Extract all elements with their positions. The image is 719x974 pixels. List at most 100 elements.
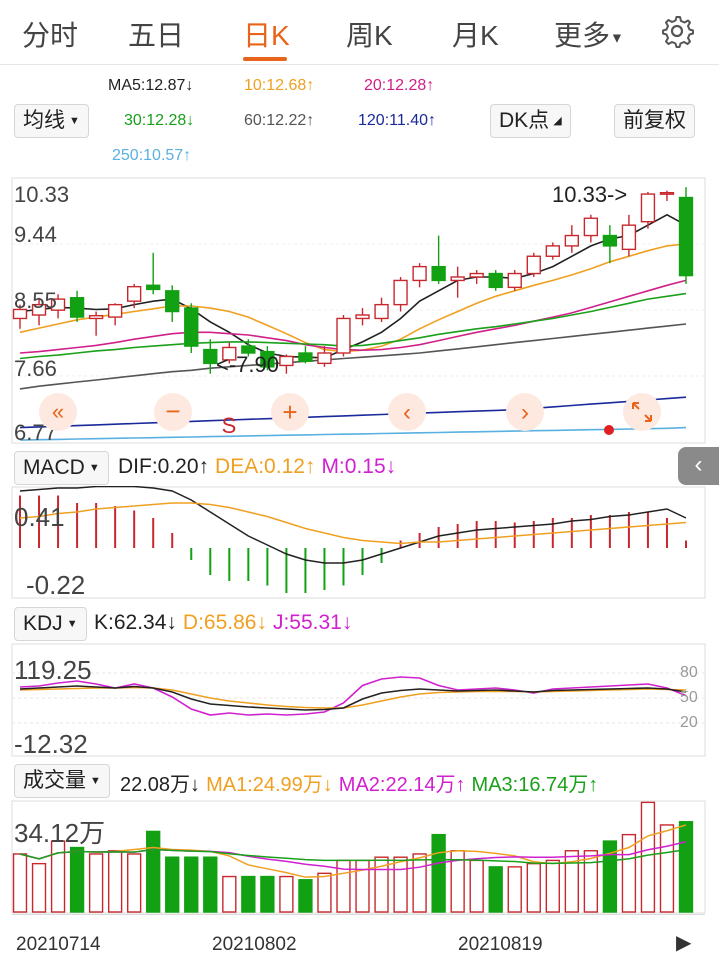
corner-triangle-icon: ◢ xyxy=(553,115,562,128)
side-panel-toggle[interactable]: ‹ xyxy=(678,447,719,485)
candlestick-chart[interactable]: 10.33 9.44 8.55 7.66 6.77 10.33-> <-7.90… xyxy=(0,174,719,446)
volume-bar xyxy=(640,801,656,913)
ma120-value: 120:11.40↑ xyxy=(358,112,436,129)
caret-down-icon: ▼ xyxy=(66,618,78,631)
scroll-right-button[interactable] xyxy=(506,393,544,431)
candle-body xyxy=(317,352,332,365)
volume-bar xyxy=(507,866,522,913)
candle-body xyxy=(450,276,465,282)
macd-axis-bottom: -0.22 xyxy=(26,570,85,600)
volume-bar xyxy=(50,840,66,913)
volume-bar xyxy=(317,872,332,913)
volume-legend: 22.08万↓ MA1:24.99万↓ MA2:22.14万↑ MA3:16.74万↑ xyxy=(120,768,604,797)
ma20-value: 20:12.28↑ xyxy=(364,77,435,94)
ma250-value: 250:10.57↑ xyxy=(112,147,192,164)
candle-body xyxy=(88,314,104,320)
candle-body xyxy=(640,193,656,223)
tab-daily-k[interactable]: 日K xyxy=(243,20,290,51)
volume-bar xyxy=(393,856,408,913)
volume-selector[interactable]: 成交量 ▼ xyxy=(14,764,110,798)
candle-body xyxy=(431,265,446,282)
ma60-value: 60:12.22↑ xyxy=(244,112,315,129)
ma-line-ma250 xyxy=(19,426,687,441)
volume-axis-top: 34.12万 xyxy=(14,818,105,848)
volume-chart[interactable]: 34.12万 xyxy=(0,800,719,914)
candle-body xyxy=(374,303,389,320)
dropdown-caret-icon: ▼ xyxy=(610,29,624,46)
candle-body xyxy=(412,265,427,282)
tab-more[interactable]: 更多▼ xyxy=(554,14,624,54)
candle-body xyxy=(279,355,294,367)
kdj-selector-label: KDJ xyxy=(23,612,63,635)
tab-monthly-k[interactable]: 月K xyxy=(452,20,499,51)
high-price-marker: 10.33-> xyxy=(552,182,627,207)
candle-body xyxy=(222,346,237,361)
scroll-left-button[interactable] xyxy=(388,393,426,431)
gear-icon[interactable] xyxy=(660,14,694,48)
candle-body xyxy=(564,234,579,247)
kdj-chart[interactable]: 119.25 -12.32 80 50 20 xyxy=(0,643,719,758)
candle-body xyxy=(69,297,85,318)
tab-more-label: 更多 xyxy=(554,20,611,51)
ma-line-ma10 xyxy=(19,243,687,353)
ma-line-ma120 xyxy=(19,396,687,429)
sell-signal-marker: S xyxy=(222,413,237,438)
scroll-far-left-button[interactable] xyxy=(39,393,77,431)
candle-body xyxy=(507,272,522,289)
macd-selector[interactable]: MACD ▼ xyxy=(14,451,109,485)
volume-bar xyxy=(69,846,85,913)
ma-line-ma30 xyxy=(19,292,687,360)
candle-body xyxy=(50,298,66,311)
candle-body xyxy=(107,303,123,318)
volume-bar xyxy=(88,853,104,913)
ma5-value: MA5:12.87↓ xyxy=(108,77,194,94)
dk-point-selector[interactable]: DK点 ◢ xyxy=(490,104,571,138)
tab-weekly-k[interactable]: 周K xyxy=(346,20,393,51)
candle-body xyxy=(488,272,503,289)
chart-control-bar: « − S + ‹ › xyxy=(39,393,661,438)
kdj-level-50: 50 xyxy=(680,689,698,706)
fullscreen-button[interactable] xyxy=(623,393,661,431)
tab-five-day[interactable]: 五日 xyxy=(128,20,185,51)
volume-bar xyxy=(165,856,180,913)
volume-bar xyxy=(374,856,389,913)
volume-ma3: MA3:16.74万↑ xyxy=(471,774,599,796)
volume-bar xyxy=(31,862,47,913)
expand-icon xyxy=(632,402,652,422)
minus-icon: − xyxy=(165,396,180,426)
ma-selector[interactable]: 均线 ▼ xyxy=(14,104,89,138)
ma-line-ma60 xyxy=(19,323,687,390)
volume-selector-label: 成交量 xyxy=(23,769,86,792)
caret-down-icon: ▼ xyxy=(69,115,80,128)
volume-bar xyxy=(621,833,637,913)
macd-axis-top: 0.41 xyxy=(14,502,65,532)
kdj-level-20: 20 xyxy=(680,714,698,731)
volume-bar xyxy=(222,875,237,913)
candle-body xyxy=(526,255,541,275)
price-axis-2: 9.44 xyxy=(14,222,57,247)
zoom-in-button[interactable] xyxy=(271,393,309,431)
candle-body xyxy=(241,345,256,354)
volume-bar xyxy=(659,824,675,913)
tab-intraday[interactable]: 分时 xyxy=(22,20,79,51)
macd-chart[interactable]: 0.41 -0.22 xyxy=(0,486,719,600)
forward-adjust-button[interactable]: 前复权 xyxy=(614,104,695,138)
volume-bar xyxy=(602,840,618,913)
candle-body xyxy=(203,348,218,365)
candle-body xyxy=(678,196,694,277)
volume-ma2: MA2:22.14万↑ xyxy=(338,774,466,796)
volume-ma3-line xyxy=(19,848,687,865)
macd-m: M:0.15↓ xyxy=(321,455,397,478)
chevron-left-icon: ‹ xyxy=(403,399,411,426)
zoom-out-button[interactable] xyxy=(154,393,192,431)
kdj-j: J:55.31↓ xyxy=(272,611,353,634)
candle-body xyxy=(393,279,408,306)
volume-ma1-line xyxy=(19,824,687,878)
candle-body xyxy=(12,308,28,320)
volume-bar xyxy=(355,859,370,913)
caret-down-icon: ▼ xyxy=(88,462,100,475)
play-icon[interactable]: ▶ xyxy=(676,932,692,954)
kdj-selector[interactable]: KDJ ▼ xyxy=(14,607,87,641)
macd-dea-line xyxy=(19,502,687,545)
kdj-k-line xyxy=(19,685,687,711)
